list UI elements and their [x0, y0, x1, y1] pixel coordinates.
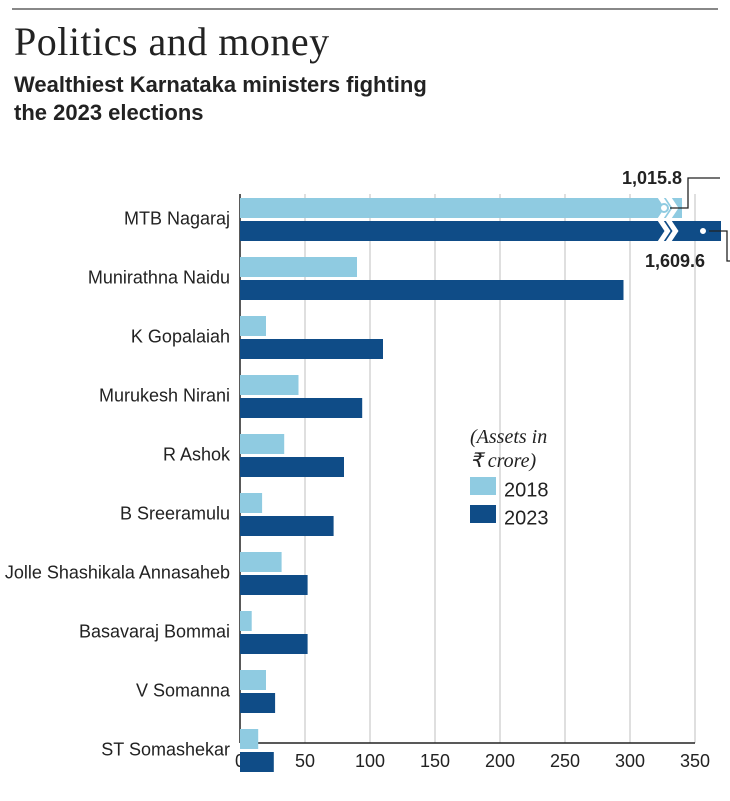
svg-text:Murukesh Nirani: Murukesh Nirani [99, 385, 230, 405]
svg-text:350: 350 [680, 751, 710, 771]
svg-text:150: 150 [420, 751, 450, 771]
bar [240, 611, 252, 631]
bar [240, 375, 299, 395]
break-marker [660, 204, 668, 212]
chart-svg: 050100150200250300350MTB NagarajMunirath… [0, 168, 730, 798]
bar [240, 575, 308, 595]
bar [240, 398, 362, 418]
svg-text:Munirathna Naidu: Munirathna Naidu [88, 267, 230, 287]
subtitle-line-2: the 2023 elections [14, 100, 204, 125]
bar [240, 257, 357, 277]
subtitle-line-1: Wealthiest Karnataka ministers fighting [14, 72, 427, 97]
bar [240, 729, 258, 749]
chart-area: 050100150200250300350MTB NagarajMunirath… [0, 168, 730, 788]
svg-text:250: 250 [550, 751, 580, 771]
svg-text:50: 50 [295, 751, 315, 771]
svg-text:Basavaraj Bommai: Basavaraj Bommai [79, 621, 230, 641]
svg-text:Jolle Shashikala Annasaheb: Jolle Shashikala Annasaheb [5, 562, 230, 582]
chart-title: Politics and money [14, 18, 730, 65]
svg-text:2018: 2018 [504, 479, 549, 501]
bar [240, 552, 282, 572]
svg-text:(Assets in: (Assets in [470, 426, 547, 448]
svg-text:2023: 2023 [504, 507, 549, 529]
break-marker [699, 227, 707, 235]
bar [240, 434, 284, 454]
bar [240, 339, 383, 359]
chart-subtitle: Wealthiest Karnataka ministers fighting … [14, 71, 730, 126]
svg-text:V Somanna: V Somanna [136, 680, 231, 700]
bar [240, 280, 624, 300]
svg-text:K Gopalaiah: K Gopalaiah [131, 326, 230, 346]
top-rule [12, 8, 718, 10]
bar [240, 670, 266, 690]
bar [240, 516, 334, 536]
svg-text:R Ashok: R Ashok [163, 444, 231, 464]
bar [240, 493, 262, 513]
bar [240, 457, 344, 477]
svg-text:200: 200 [485, 751, 515, 771]
svg-text:B Sreeramulu: B Sreeramulu [120, 503, 230, 523]
bar [240, 198, 682, 218]
bar [240, 634, 308, 654]
legend-swatch [470, 505, 496, 523]
svg-text:100: 100 [355, 751, 385, 771]
svg-text:1,015.8: 1,015.8 [622, 168, 682, 188]
svg-text:MTB Nagaraj: MTB Nagaraj [124, 208, 230, 228]
svg-text:300: 300 [615, 751, 645, 771]
bar [240, 221, 721, 241]
svg-text:1,609.6: 1,609.6 [645, 251, 705, 271]
svg-text:₹ crore): ₹ crore) [470, 450, 537, 472]
bar [240, 693, 275, 713]
legend-swatch [470, 477, 496, 495]
bar [240, 752, 274, 772]
bar [240, 316, 266, 336]
svg-text:ST Somashekar: ST Somashekar [101, 739, 230, 759]
